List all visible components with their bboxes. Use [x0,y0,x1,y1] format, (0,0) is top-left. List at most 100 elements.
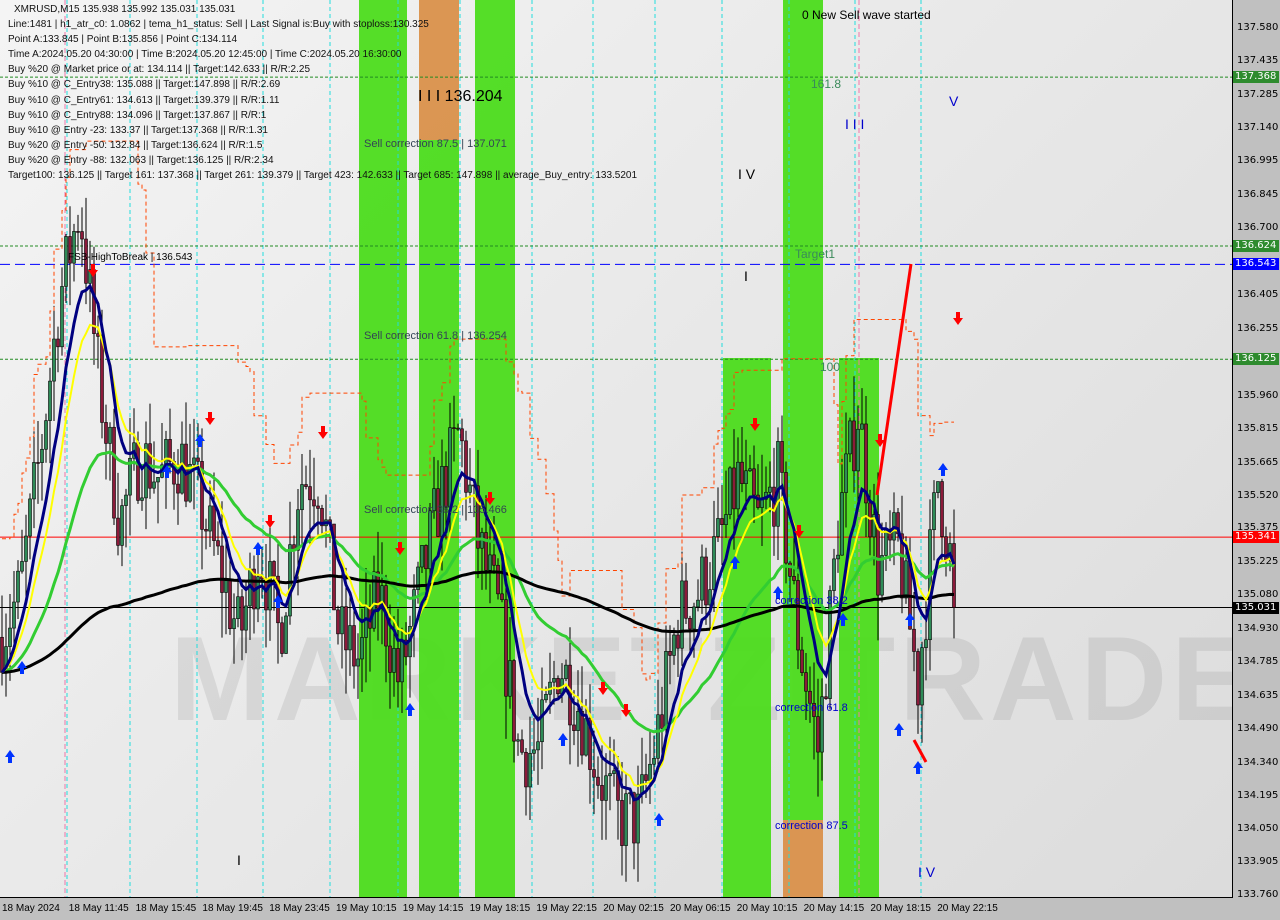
target1-label: Target1 [795,247,836,261]
candle-body [84,238,88,284]
plot-area[interactable]: MARKETZITRADE XMRUSD,M15 135.938 135.992… [0,0,1233,898]
candle-body [100,336,104,423]
price-tick: 136.995 [1237,154,1279,166]
candle-body [336,609,340,635]
candle-body [176,483,180,494]
candle-body [284,615,288,654]
wave-i-label: I [744,268,748,284]
price-tick: 136.255 [1237,322,1279,334]
candle-body [80,231,84,240]
sell-correction-382: Sell correction 38.2 | 135.466 [364,504,507,516]
candle-body [300,484,304,511]
candle-body [44,420,48,450]
candle-body [360,637,364,660]
candle-body [768,486,772,493]
candle-body [600,785,604,801]
target-zone [419,0,459,140]
ma-green-line [1,450,955,734]
candle-body [424,545,428,570]
sell-arrow-icon [875,434,885,447]
time-tick: 19 May 10:15 [336,903,397,914]
fib-100-label: 100 [820,360,841,374]
info-line: Buy %10 @ Entry -23: 133.37 || Target:13… [8,124,268,136]
price-tick: 135.815 [1237,422,1279,434]
correction-382-label: correction 38.2 [775,595,848,607]
candle-body [204,529,208,532]
candles-layer [0,140,963,882]
candle-body [92,269,96,334]
candle-body [512,660,516,742]
candle-body [620,800,624,846]
info-panel: XMRUSD,M15 135.938 135.992 135.031 135.0… [8,2,637,183]
buy-arrow-icon [938,463,948,476]
candle-body [212,505,216,541]
candle-body [820,696,824,753]
candle-body [136,442,140,501]
candle-body [168,439,172,462]
new-sell-label: 0 New Sell wave started [802,8,931,22]
candle-body [720,518,724,525]
candle-body [868,502,872,538]
candle-body [64,236,68,287]
sell-arrow-icon [395,542,405,555]
candle-body [700,556,704,601]
time-tick: 18 May 23:45 [269,903,330,914]
price-tick: 136.845 [1237,188,1279,200]
candle-body [12,601,16,629]
candle-body [732,467,736,510]
zones-layer [0,0,1232,897]
candle-body [592,769,596,778]
buy-arrow-icon [654,813,664,826]
candle-body [648,763,652,781]
candle-body [724,514,728,525]
buy-zone [783,0,823,820]
wave-iii-price-label: I I I 136.204 [418,88,503,105]
sell-arrow-icon [598,682,608,695]
sell-arrow-icon [88,264,98,277]
candle-body [932,492,936,531]
price-tick: 137.140 [1237,121,1279,133]
price-tick: 135.520 [1237,489,1279,501]
price-tick: 134.050 [1237,823,1279,835]
buy-arrow-icon [913,761,923,774]
candle-body [344,606,348,651]
candle-body [916,651,920,706]
info-line: Time A:2024.05.20 04:30:00 | Time B:2024… [8,49,402,61]
candle-body [680,580,684,649]
candle-body [784,472,788,564]
info-line: Buy %10 @ C_Entry61: 134.613 || Target:1… [8,94,280,106]
candle-body [476,485,480,549]
price-level-tag: 136.543 [1233,258,1279,271]
price-level-tag: 137.368 [1233,71,1279,84]
buy-arrow-icon [17,661,27,674]
candle-body [28,498,32,537]
candle-body [660,714,664,729]
buy-zone [723,358,771,897]
buy-arrow-icon [773,586,783,599]
candle-body [116,517,120,546]
envelope-line [2,140,954,681]
price-level-tag: 136.624 [1233,239,1279,252]
candle-body [200,461,204,530]
time-tick: 20 May 22:15 [937,903,998,914]
info-line: Target100: 136.125 || Target 161: 137.36… [8,170,638,182]
candle-body [420,545,424,568]
candle-body [924,639,928,648]
candle-body [736,461,740,510]
candle-body [40,448,44,463]
candle-body [52,338,56,382]
candle-body [232,618,236,630]
candle-body [228,580,232,630]
price-tick: 134.490 [1237,723,1279,735]
info-line: Buy %20 @ Entry -50: 132.84 || Target:13… [8,139,263,151]
price-tick: 133.760 [1237,889,1279,900]
candle-body [496,564,500,595]
candle-body [532,749,536,754]
price-tick: 135.080 [1237,589,1279,601]
candle-body [608,773,612,777]
price-axis[interactable]: 137.580 137.435 137.285 137.140 136.995 136.8… [1233,0,1280,920]
candle-body [672,634,676,656]
candle-body [60,286,64,348]
candle-body [412,589,416,627]
candle-body [236,596,240,620]
